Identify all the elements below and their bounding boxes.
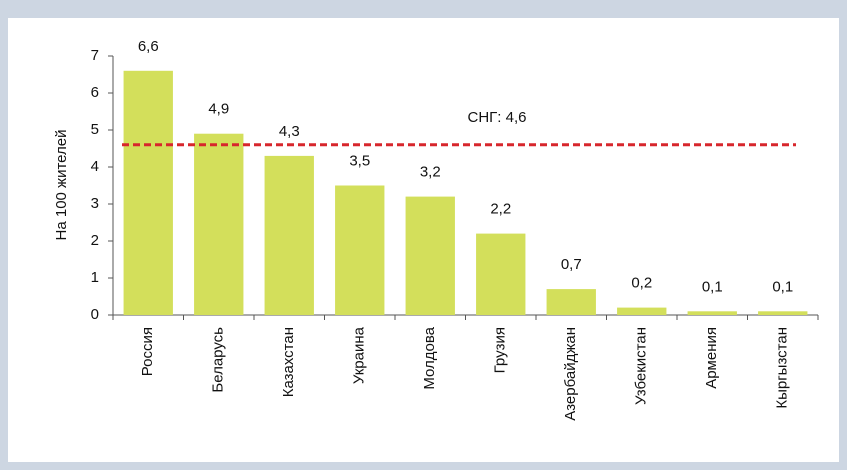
x-tick-label: Россия [139, 327, 156, 376]
bar [264, 155, 314, 315]
value-label: 3,5 [349, 152, 370, 169]
value-label: 4,3 [279, 123, 300, 140]
y-tick-label: 5 [91, 121, 99, 138]
y-axis-label: На 100 жителей [53, 130, 70, 241]
y-tick-label: 7 [91, 47, 99, 64]
x-tick-label: Казахстан [280, 327, 297, 397]
x-tick-label: Армения [703, 327, 720, 389]
value-label: 0,1 [702, 278, 723, 295]
bar [476, 233, 526, 315]
y-tick-label: 2 [91, 232, 99, 249]
x-tick-label: Украина [351, 326, 368, 384]
bar [687, 311, 737, 315]
x-tick-label: Грузия [492, 327, 509, 373]
bar [405, 196, 455, 315]
value-label: 2,2 [490, 201, 511, 218]
x-tick-label: Азербайджан [562, 327, 579, 421]
x-tick-label: Беларусь [210, 327, 227, 393]
value-label: 0,2 [631, 275, 652, 292]
y-tick-label: 4 [91, 158, 99, 175]
y-tick-label: 1 [91, 269, 99, 286]
bar [546, 289, 596, 315]
bar [123, 70, 173, 315]
y-tick-label: 6 [91, 84, 99, 101]
value-label: 6,6 [138, 38, 159, 55]
y-tick-label: 3 [91, 195, 99, 212]
reference-label: СНГ: 4,6 [468, 109, 527, 126]
value-label: 0,1 [772, 278, 793, 295]
value-label: 4,9 [208, 101, 229, 118]
x-tick-label: Узбекистан [633, 327, 650, 405]
bar [194, 133, 244, 315]
bar [335, 185, 385, 315]
value-label: 3,2 [420, 164, 441, 181]
value-label: 0,7 [561, 256, 582, 273]
x-tick-label: Молдова [421, 326, 438, 389]
x-tick-label: Кыргызстан [774, 327, 791, 409]
bar [617, 307, 667, 315]
bar [758, 311, 808, 315]
y-tick-label: 0 [91, 306, 99, 323]
